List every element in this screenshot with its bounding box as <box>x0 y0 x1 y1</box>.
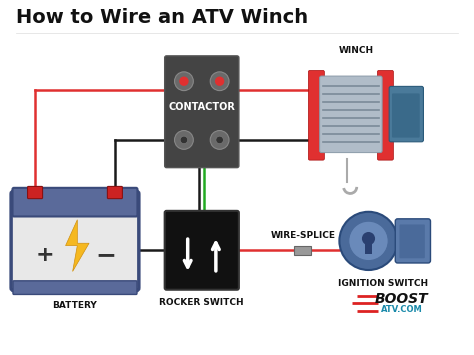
Text: How to Wire an ATV Winch: How to Wire an ATV Winch <box>16 8 309 27</box>
Circle shape <box>174 72 193 91</box>
FancyBboxPatch shape <box>108 186 122 199</box>
Circle shape <box>179 77 189 86</box>
Polygon shape <box>65 220 89 272</box>
Circle shape <box>210 131 229 149</box>
Text: ROCKER SWITCH: ROCKER SWITCH <box>159 298 244 307</box>
Circle shape <box>174 131 193 149</box>
Text: BATTERY: BATTERY <box>53 301 97 310</box>
Text: −: − <box>95 243 116 267</box>
Circle shape <box>180 136 188 144</box>
Bar <box>365 237 372 254</box>
Text: WINCH: WINCH <box>339 47 374 55</box>
FancyBboxPatch shape <box>164 211 239 290</box>
Text: ATV.COM: ATV.COM <box>381 305 422 315</box>
Bar <box>294 246 311 255</box>
Circle shape <box>216 136 223 144</box>
FancyBboxPatch shape <box>27 186 43 199</box>
FancyBboxPatch shape <box>319 76 382 153</box>
Circle shape <box>215 77 224 86</box>
Text: IGNITION SWITCH: IGNITION SWITCH <box>337 279 428 288</box>
FancyBboxPatch shape <box>395 219 430 263</box>
Circle shape <box>349 221 388 261</box>
Circle shape <box>339 212 398 270</box>
FancyBboxPatch shape <box>309 70 324 160</box>
FancyBboxPatch shape <box>377 70 393 160</box>
Text: CONTACTOR: CONTACTOR <box>168 102 235 112</box>
FancyBboxPatch shape <box>11 191 139 291</box>
FancyBboxPatch shape <box>389 86 423 142</box>
Circle shape <box>210 72 229 91</box>
FancyBboxPatch shape <box>164 56 239 168</box>
FancyBboxPatch shape <box>392 93 419 138</box>
FancyBboxPatch shape <box>12 188 137 217</box>
FancyBboxPatch shape <box>400 224 425 258</box>
Text: BOOST: BOOST <box>374 292 428 306</box>
Circle shape <box>362 232 375 245</box>
Text: +: + <box>35 245 54 265</box>
FancyBboxPatch shape <box>13 281 137 294</box>
Text: WIRE-SPLICE: WIRE-SPLICE <box>270 231 335 240</box>
